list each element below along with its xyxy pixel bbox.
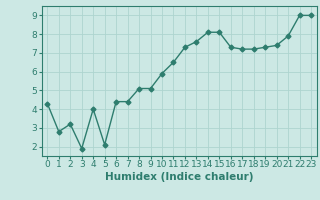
X-axis label: Humidex (Indice chaleur): Humidex (Indice chaleur) — [105, 172, 253, 182]
